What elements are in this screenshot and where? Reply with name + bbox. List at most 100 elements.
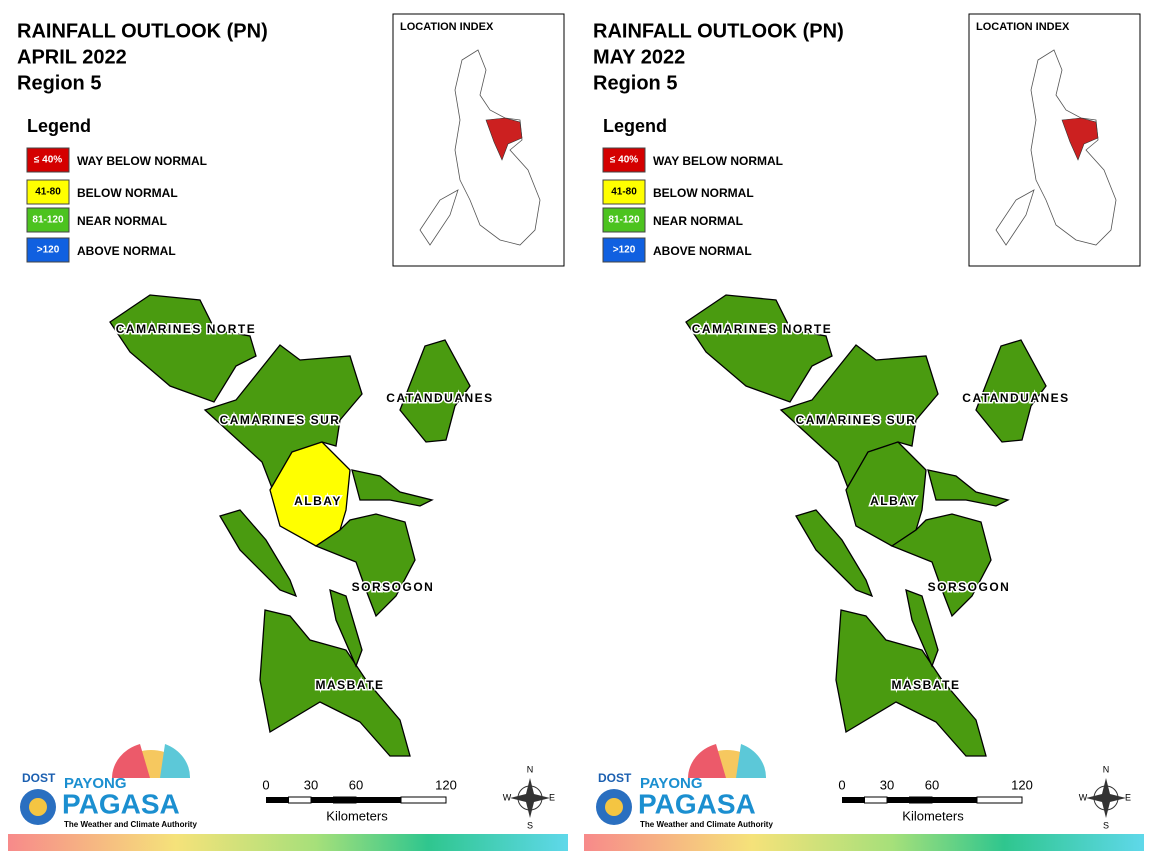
month: APRIL 2022	[17, 46, 127, 68]
title: RAINFALL OUTLOOK (PN)	[593, 20, 844, 42]
scale-segment	[333, 796, 357, 804]
province-shape	[975, 339, 1047, 443]
province-label: CAMARINES NORTE	[692, 322, 833, 336]
legend-label: ABOVE NORMAL	[653, 244, 752, 258]
logo-agency: DOST	[22, 771, 56, 785]
legend-label: NEAR NORMAL	[77, 214, 167, 228]
province-shape	[927, 469, 1010, 507]
compass-letter: W	[1079, 792, 1088, 802]
province-shape	[109, 294, 257, 403]
panel: RAINFALL OUTLOOK (PN) MAY 2022 Region 5 Leg…	[584, 13, 1144, 851]
compass-letter: S	[1103, 820, 1109, 830]
scale-segment	[356, 797, 401, 803]
panel: RAINFALL OUTLOOK (PN) APRIL 2022 Region 5 L…	[8, 13, 568, 851]
legend-swatch	[26, 237, 70, 263]
logo-tagline: The Weather and Climate Authority	[64, 820, 197, 829]
province-label: CAMARINES NORTE	[116, 322, 257, 336]
legend-swatch	[602, 147, 646, 173]
logo-brand: PAYONG	[64, 775, 127, 792]
logo-seal-inner	[29, 798, 47, 816]
logo-tagline: The Weather and Climate Authority	[640, 820, 773, 829]
legend-swatch-text: >120	[613, 245, 636, 256]
scale-tick: 30	[880, 777, 894, 792]
province-label: CAMARINES SUR	[220, 413, 341, 427]
compass-letter: N	[1103, 764, 1110, 774]
scale-unit: Kilometers	[902, 808, 964, 823]
title: RAINFALL OUTLOOK (PN)	[17, 20, 268, 42]
province-label: MASBATE	[316, 678, 385, 692]
scale-tick: 30	[304, 777, 318, 792]
scale-segment	[311, 797, 334, 803]
province-shape	[835, 609, 987, 757]
scale-tick: 60	[349, 777, 363, 792]
logo-umbrella-left	[112, 744, 150, 778]
inset-title: LOCATION INDEX	[400, 21, 494, 33]
inset-region	[1061, 117, 1099, 161]
compass-letter: E	[549, 792, 555, 802]
legend-swatch	[602, 237, 646, 263]
province-label: CATANDUANES	[386, 391, 493, 405]
province-label: CATANDUANES	[962, 391, 1069, 405]
logo-umbrella-right	[736, 744, 767, 778]
province-label: MASBATE	[892, 678, 961, 692]
compass-letter: W	[503, 792, 512, 802]
legend-label: WAY BELOW NORMAL	[653, 154, 783, 168]
scale-unit: Kilometers	[326, 808, 388, 823]
legend-swatch-text: 81-120	[32, 215, 64, 226]
province-label: ALBAY	[294, 494, 342, 508]
scale-segment	[288, 796, 312, 804]
region: Region 5	[593, 72, 677, 94]
scale-segment	[909, 796, 933, 804]
legend-swatch-text: 41-80	[35, 187, 61, 198]
province-label: SORSOGON	[352, 580, 435, 594]
month: MAY 2022	[593, 46, 685, 68]
region: Region 5	[17, 72, 101, 94]
legend-swatch	[26, 147, 70, 173]
province-shape	[269, 441, 351, 547]
logo-brand: PAYONG	[640, 775, 703, 792]
province-label: CAMARINES SUR	[796, 413, 917, 427]
province-shape	[845, 441, 927, 547]
compass-letter: S	[527, 820, 533, 830]
legend-swatch-text: 81-120	[608, 215, 640, 226]
scale-segment	[400, 796, 447, 804]
scale-segment	[932, 797, 977, 803]
scale-tick: 120	[1011, 777, 1033, 792]
scale-segment	[887, 797, 910, 803]
inset-land	[995, 49, 1117, 246]
compass-star	[1086, 778, 1126, 818]
logo-name: PAGASA	[638, 788, 756, 819]
inset-title: LOCATION INDEX	[976, 21, 1070, 33]
scale-segment	[266, 797, 289, 803]
legend-label: WAY BELOW NORMAL	[77, 154, 207, 168]
compass-star	[510, 778, 550, 818]
province-shape	[795, 509, 874, 598]
scale-tick: 0	[838, 777, 845, 792]
province-shape	[399, 339, 471, 443]
scale-tick: 60	[925, 777, 939, 792]
province-shape	[685, 294, 833, 403]
legend-title: Legend	[603, 116, 667, 136]
legend-label: BELOW NORMAL	[77, 186, 178, 200]
legend-swatch-text: >120	[37, 245, 60, 256]
province-shape	[890, 513, 992, 618]
legend-swatch-text: ≤ 40%	[610, 155, 638, 166]
scale-segment	[976, 796, 1023, 804]
province-shape	[351, 469, 434, 507]
legend-label: NEAR NORMAL	[653, 214, 743, 228]
logo-umbrella-right	[160, 744, 191, 778]
logo-agency: DOST	[598, 771, 632, 785]
province-shape	[314, 513, 416, 618]
logo-umbrella-left	[688, 744, 726, 778]
legend-swatch	[26, 207, 70, 233]
logo-name: PAGASA	[62, 788, 180, 819]
province-label: ALBAY	[870, 494, 918, 508]
legend-label: ABOVE NORMAL	[77, 244, 176, 258]
scale-segment	[864, 796, 888, 804]
scale-segment	[842, 797, 865, 803]
color-strip	[584, 834, 1144, 851]
compass-letter: E	[1125, 792, 1131, 802]
province-shape	[219, 509, 298, 598]
province-label: SORSOGON	[928, 580, 1011, 594]
legend-label: BELOW NORMAL	[653, 186, 754, 200]
